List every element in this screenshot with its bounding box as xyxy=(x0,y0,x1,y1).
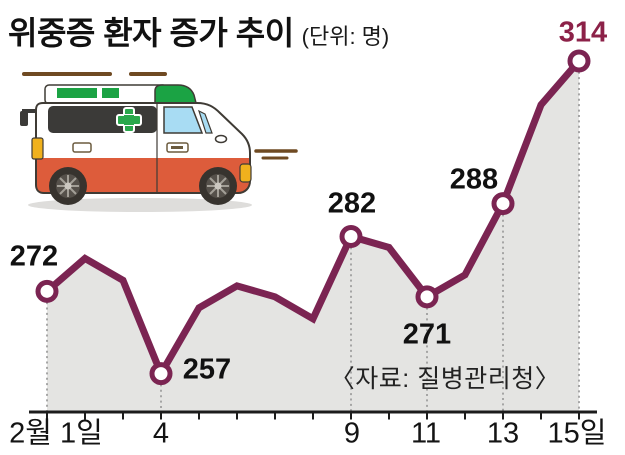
medical-cross-icon xyxy=(116,107,142,133)
data-point-marker xyxy=(415,285,439,309)
unit-label: (단위: 명) xyxy=(301,24,390,49)
data-point-marker xyxy=(339,224,363,248)
vehicle-shadow xyxy=(28,198,252,212)
ambulance-red-stripe xyxy=(36,158,250,193)
data-point-marker xyxy=(35,279,59,303)
source-label: 〈자료: 질병관리청〉 xyxy=(329,365,561,393)
chart-title: 위중증 환자 증가 추이 xyxy=(8,15,294,51)
data-point-marker xyxy=(149,362,173,386)
trend-line xyxy=(43,57,583,382)
data-point-marker xyxy=(491,192,515,216)
speed-lines xyxy=(22,72,298,160)
ambulance-vehicle xyxy=(20,84,252,205)
data-point-marker xyxy=(567,49,591,73)
area-fill xyxy=(47,60,579,412)
windshield xyxy=(163,106,204,134)
front-wheel xyxy=(199,167,237,205)
chart-header: 위중증 환자 증가 추이 (단위: 명) xyxy=(8,8,389,54)
rear-wheel xyxy=(49,167,87,205)
